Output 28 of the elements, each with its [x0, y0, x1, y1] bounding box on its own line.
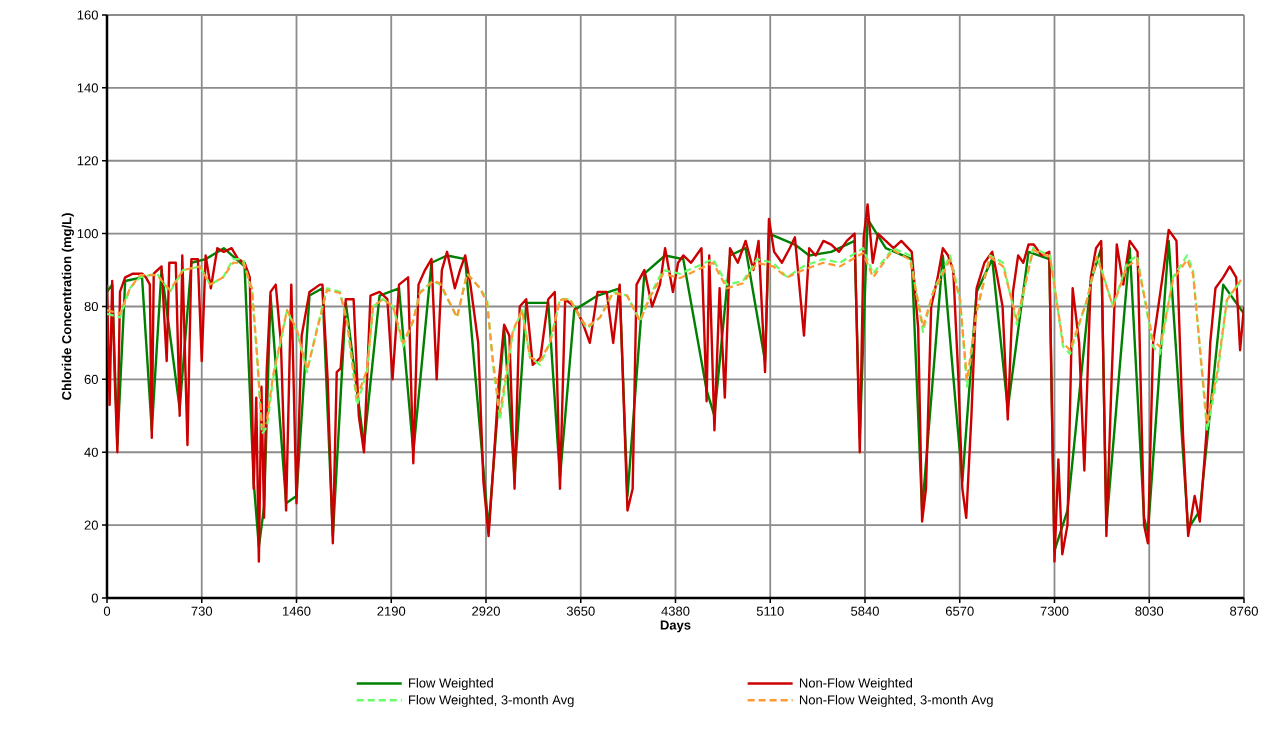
x-tick-label: 2190 [377, 606, 406, 616]
y-tick-label: 0 [91, 593, 98, 603]
x-tick-label: 8030 [1135, 606, 1164, 616]
legend-label: Non-Flow Weighted, 3-month Avg [799, 694, 993, 708]
y-tick-label: 40 [84, 447, 98, 457]
x-tick-label: 8760 [1230, 606, 1258, 616]
x-tick-label: 7300 [1040, 606, 1069, 616]
x-tick-label: 4380 [661, 606, 690, 616]
x-tick-label: 3650 [566, 606, 595, 616]
legend-label: Flow Weighted [409, 677, 493, 691]
y-tick-label: 100 [77, 229, 98, 239]
x-tick-label: 5110 [756, 606, 784, 616]
y-tick-label: 80 [84, 301, 98, 312]
y-tick-label: 160 [77, 10, 98, 20]
y-tick-label: 20 [84, 520, 98, 530]
x-tick-label: 730 [191, 606, 213, 616]
legend-label: Flow Weighted, 3-month Avg [409, 694, 574, 708]
x-axis-title: Days [660, 620, 691, 633]
x-tick-label: 5840 [851, 606, 879, 616]
y-tick-label: 140 [77, 83, 98, 93]
legend-label: Non-Flow Weighted [799, 677, 912, 691]
y-axis-title: Chloride Concentration (mg/L) [61, 213, 74, 400]
x-tick-label: 0 [103, 606, 111, 616]
x-tick-label: 1460 [283, 606, 311, 616]
y-tick-label: 60 [84, 374, 98, 384]
y-tick-label: 120 [77, 156, 98, 166]
x-tick-label: 2920 [472, 606, 500, 616]
x-tick-label: 6570 [945, 606, 974, 616]
